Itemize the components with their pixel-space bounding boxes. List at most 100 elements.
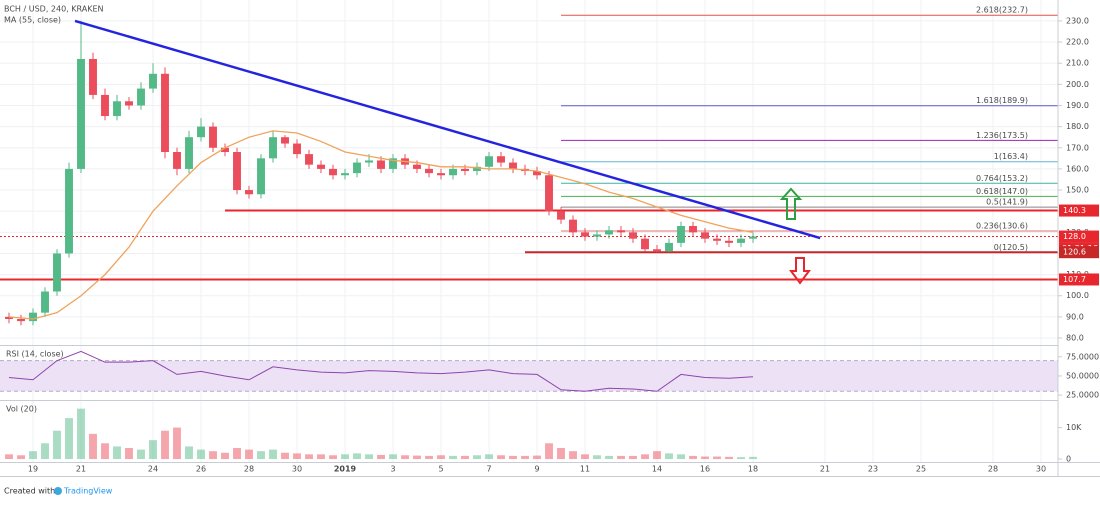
x-tick-label: 5 [438,465,443,474]
volume-bar [533,455,541,460]
y-tick-label: 90.0 [1066,312,1084,321]
candle-body [581,232,589,237]
candle-body [89,58,97,95]
price-label-box [1059,246,1099,259]
brand-logo [54,487,62,495]
candle-body [77,58,85,169]
volume-bar [257,451,265,460]
candle-body [425,168,433,174]
y-tick-label: 190.0 [1066,101,1089,110]
volume-bar [557,448,565,460]
y-tick-label: 0 [1066,455,1071,464]
y-tick-label: 230.0 [1066,16,1089,25]
volume-bar [29,451,37,460]
x-tick-label: 30 [292,465,302,474]
x-tick-label: 26 [196,465,206,474]
volume-bar [233,448,241,460]
candle-body [569,219,577,233]
x-tick-label: 30 [1036,465,1046,474]
candle-body [221,147,229,152]
volume-bar [65,418,73,460]
volume-bar [725,456,733,460]
candle-body [137,88,145,106]
volume-bar [485,454,493,460]
price-label: 140.3 [1063,206,1086,215]
volume-bar [185,446,193,460]
fib-label: 0.5(141.9) [986,198,1028,207]
candle-body [485,156,493,167]
x-tick-label: 21 [820,465,830,474]
candle-body [365,160,373,163]
candle-body [317,164,325,169]
candle-body [269,137,277,159]
volume-bar [473,455,481,460]
volume-bar [581,454,589,460]
price-label: 107.7 [1063,275,1086,284]
volume-bar [197,449,205,460]
candle-body [725,240,733,243]
candle-body [713,238,721,241]
candle-body [413,164,421,169]
volume-bar [413,455,421,460]
candle-body [449,168,457,176]
volume-bar [689,455,697,460]
volume-bar [461,455,469,460]
x-tick-label: 7 [486,465,491,474]
volume-bar [113,446,121,460]
x-tick-label: 21 [76,465,86,474]
candle-body [533,171,541,176]
y-tick-label: 220.0 [1066,38,1089,47]
down-arrow [789,257,811,285]
volume-bar [665,453,673,460]
volume-bar [749,456,757,460]
y-tick-label: 150.0 [1066,186,1089,195]
volume-bar [521,455,529,460]
candle-body [749,236,757,239]
volume-bar [425,455,433,460]
fib-label: 2.618(232.7) [976,6,1028,15]
volume-bar [269,449,277,460]
x-tick-label: 2019 [334,465,357,474]
candle-body [41,291,49,313]
volume-bar [437,455,445,460]
candle-body [353,162,361,174]
y-tick-label: 100.0 [1066,291,1089,300]
candle-body [641,238,649,250]
candle-body [53,253,61,292]
price-label-box [1059,273,1099,286]
candle-body [593,234,601,237]
y-tick-label: 80.0 [1066,334,1084,343]
volume-bar [713,456,721,460]
volume-bar [509,455,517,460]
plot: 2.618(232.7) 1.618(189.9) 1.236(173.5) 1(16… [0,6,1058,460]
candle-body [389,158,397,169]
y-tick-label: 160.0 [1066,164,1089,173]
fib-label: 0.618(147.0) [976,187,1028,196]
y-tick-label: 10K [1066,423,1082,432]
candle-body [101,94,109,117]
volume-bar [5,454,13,460]
y-tick-label: 170.0 [1066,143,1089,152]
y-tick-label: 180.0 [1066,122,1089,131]
volume-bar [449,455,457,460]
volume-bar [545,443,553,460]
volume-bar [245,449,253,460]
volume-bar [365,454,373,460]
ma-line [8,130,754,320]
fib-label: 0.764(153.2) [976,174,1028,183]
x-tick-label: 24 [148,465,158,474]
candle-body [341,173,349,176]
x-tick-label: 25 [916,465,926,474]
volume-bar [305,454,313,460]
price-label-box [1059,204,1099,217]
trendline [74,19,821,240]
footer-brand[interactable]: TradingView [63,487,113,496]
volume-bar [137,449,145,460]
volume-bar [677,454,685,460]
y-tick-label: 210.0 [1066,59,1089,68]
volume-bar [89,433,97,460]
volume-bar [401,455,409,460]
candle-body [497,156,505,163]
